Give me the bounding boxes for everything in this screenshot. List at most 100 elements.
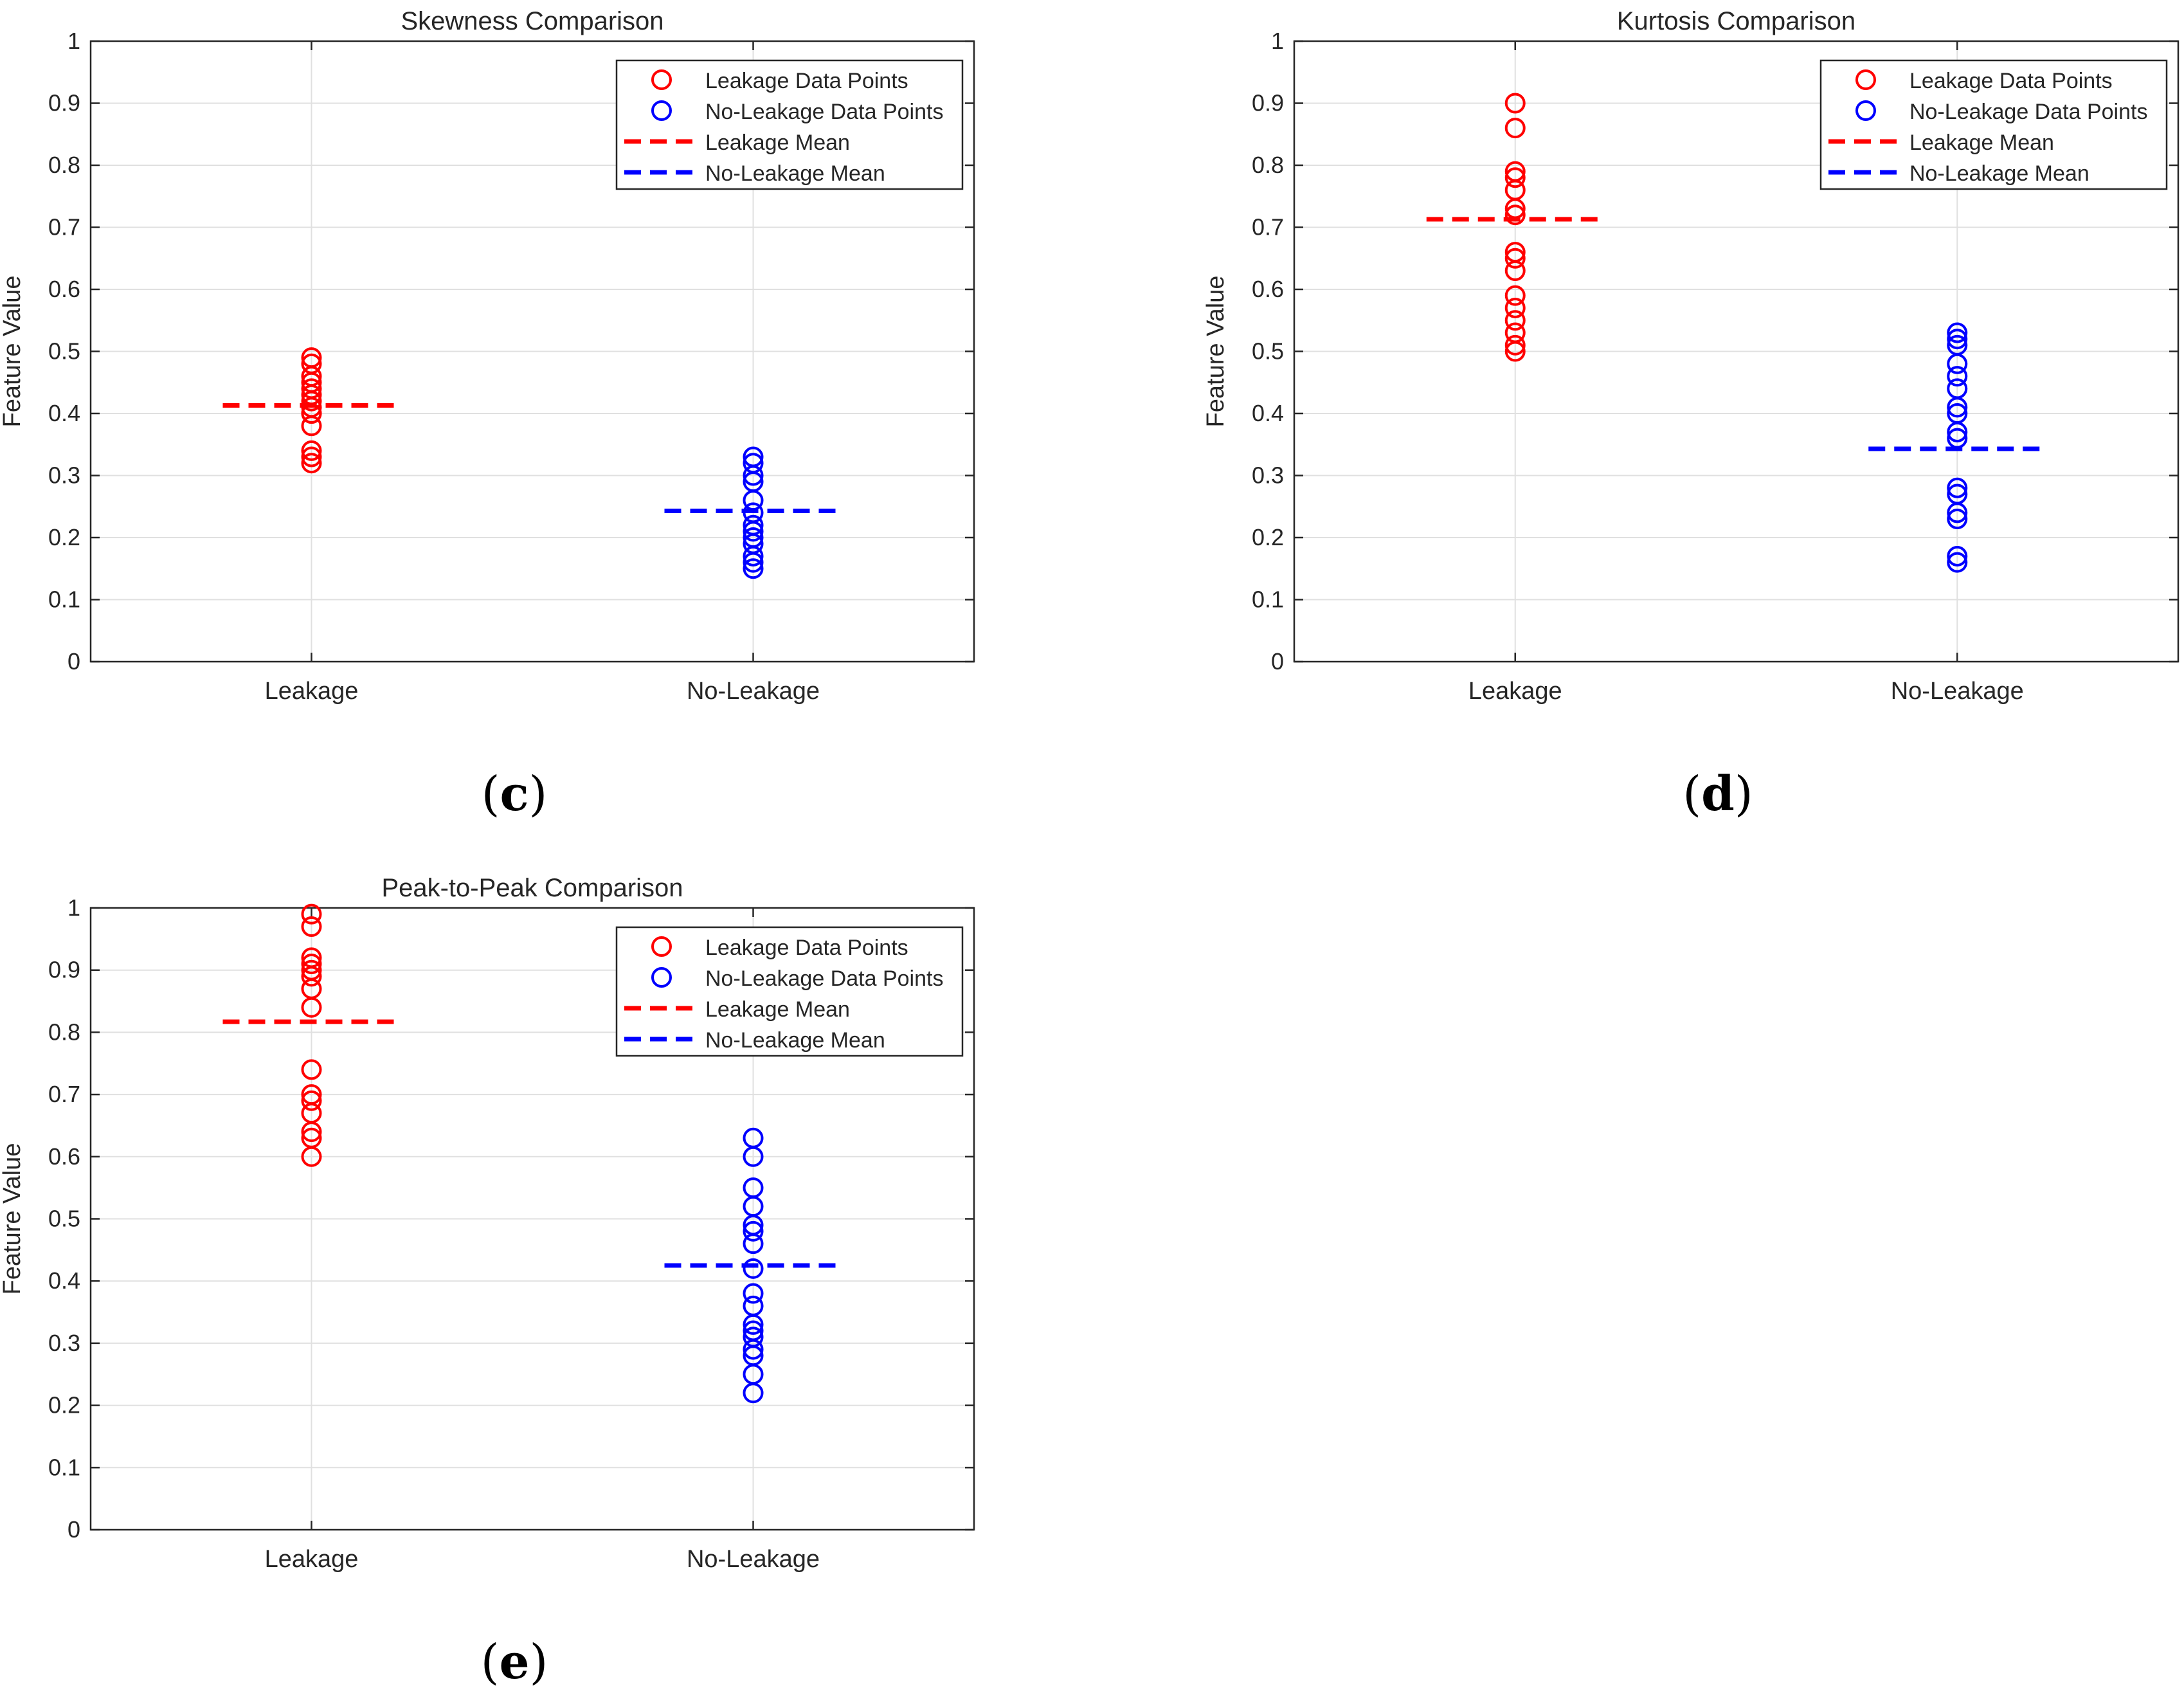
legend-entry: Leakage Data Points bbox=[705, 69, 908, 93]
data-point bbox=[743, 558, 764, 579]
y-tick-label: 0.9 bbox=[48, 957, 80, 983]
y-tick-label: 0.6 bbox=[48, 276, 80, 302]
data-point bbox=[1947, 322, 1968, 343]
y-tick-label: 0.2 bbox=[1252, 524, 1284, 550]
x-tick-label: Leakage bbox=[265, 678, 359, 705]
data-point bbox=[301, 1146, 322, 1167]
legend-marker bbox=[651, 69, 672, 90]
y-tick-label: 1 bbox=[1271, 28, 1284, 54]
y-tick-label: 0.3 bbox=[48, 462, 80, 489]
chart-title: Kurtosis Comparison bbox=[1617, 7, 1855, 35]
data-point bbox=[743, 490, 764, 511]
legend: Leakage Data Points No-Leakage Data Point… bbox=[1819, 59, 2168, 190]
charts-root: 0 0.1 0.2 0.3 0.4 0.5 0.6 0.7 0.8 0.9 1 Leakage No-L… bbox=[0, 7, 2179, 1690]
y-tick-label: 0.2 bbox=[48, 1392, 80, 1418]
y-tick-label: 0.5 bbox=[48, 338, 80, 365]
y-tick-label: 0.1 bbox=[48, 586, 80, 613]
data-point bbox=[743, 1314, 764, 1335]
data-point bbox=[1504, 285, 1526, 306]
data-point bbox=[743, 1339, 764, 1360]
y-tick-label: 0.6 bbox=[48, 1143, 80, 1170]
y-tick-label: 0.5 bbox=[48, 1206, 80, 1232]
y-tick-label: 0.1 bbox=[48, 1454, 80, 1480]
legend-entry: No-Leakage Data Points bbox=[705, 966, 943, 991]
data-point bbox=[301, 954, 322, 975]
data-point bbox=[1504, 167, 1526, 188]
legend-entry: Leakage Mean bbox=[705, 131, 850, 155]
data-point bbox=[301, 440, 322, 461]
legend-box bbox=[615, 59, 964, 190]
data-point bbox=[1947, 552, 1968, 573]
chart-panel-e: 0 0.1 0.2 0.3 0.4 0.5 0.6 0.7 0.8 0.9 1 Leakage No-L… bbox=[0, 874, 975, 1690]
data-point bbox=[1504, 248, 1526, 269]
data-point bbox=[1947, 397, 1968, 418]
y-axis-label: Feature Value bbox=[0, 1143, 26, 1295]
y-tick-label: 0.3 bbox=[1252, 462, 1284, 489]
y-tick-label: 1 bbox=[68, 28, 80, 54]
y-tick-label: 0.5 bbox=[1252, 338, 1284, 365]
data-point bbox=[1947, 502, 1968, 523]
y-tick-label: 0.7 bbox=[48, 1081, 80, 1107]
y-tick-label: 0.6 bbox=[1252, 276, 1284, 302]
chart-panel-d: 0 0.1 0.2 0.3 0.4 0.5 0.6 0.7 0.8 0.9 1 Leakage No-L… bbox=[1202, 7, 2179, 822]
data-point bbox=[743, 1382, 764, 1404]
data-point bbox=[1504, 118, 1526, 139]
y-tick-label: 0.4 bbox=[1252, 400, 1284, 426]
data-point bbox=[301, 1121, 322, 1143]
y-tick-label: 0 bbox=[68, 1516, 80, 1543]
data-point bbox=[301, 903, 322, 925]
chart-title: Skewness Comparison bbox=[401, 7, 663, 35]
data-point bbox=[301, 1090, 322, 1111]
data-point bbox=[301, 916, 322, 938]
legend-entry: No-Leakage Data Points bbox=[1909, 100, 2147, 124]
data-point bbox=[743, 465, 764, 486]
legend-box bbox=[615, 926, 964, 1057]
legend-marker bbox=[1855, 100, 1876, 121]
panel-label: (c) bbox=[482, 766, 548, 822]
legend-entry: No-Leakage Mean bbox=[1909, 161, 2089, 186]
data-point bbox=[301, 453, 322, 474]
data-point bbox=[743, 1233, 764, 1255]
data-point bbox=[743, 545, 764, 566]
y-tick-label: 0 bbox=[1271, 648, 1284, 675]
data-point bbox=[301, 446, 322, 467]
legend-entry: No-Leakage Mean bbox=[705, 161, 885, 186]
x-tick-label: No-Leakage bbox=[687, 678, 820, 705]
y-tick-label: 0.1 bbox=[1252, 586, 1284, 613]
data-point bbox=[301, 966, 322, 987]
data-point bbox=[301, 997, 322, 1018]
x-tick-label: No-Leakage bbox=[1891, 678, 2024, 705]
y-tick-label: 0.3 bbox=[48, 1330, 80, 1356]
data-point bbox=[743, 1283, 764, 1304]
data-point bbox=[1504, 198, 1526, 219]
data-point bbox=[1504, 310, 1526, 331]
legend-entry: Leakage Mean bbox=[705, 997, 850, 1022]
x-tick-label: Leakage bbox=[265, 1546, 359, 1573]
data-point bbox=[301, 415, 322, 437]
x-tick-label: Leakage bbox=[1468, 678, 1562, 705]
data-point bbox=[1504, 334, 1526, 356]
data-point bbox=[301, 390, 322, 412]
y-tick-label: 0.8 bbox=[48, 152, 80, 178]
legend-marker bbox=[651, 100, 672, 121]
y-tick-label: 0.8 bbox=[1252, 152, 1284, 178]
legend-entry: Leakage Mean bbox=[1909, 131, 2054, 155]
data-point bbox=[1947, 545, 1968, 566]
legend: Leakage Data Points No-Leakage Data Point… bbox=[615, 926, 964, 1057]
panel-label: (d) bbox=[1683, 766, 1753, 822]
y-tick-label: 0.4 bbox=[48, 1267, 80, 1294]
y-tick-label: 0.9 bbox=[48, 90, 80, 116]
legend: Leakage Data Points No-Leakage Data Point… bbox=[615, 59, 964, 190]
data-point bbox=[1504, 341, 1526, 362]
chart-title: Peak-to-Peak Comparison bbox=[381, 874, 683, 902]
data-point bbox=[743, 1258, 764, 1279]
data-point bbox=[743, 1146, 764, 1167]
legend-marker bbox=[651, 967, 672, 988]
y-axis-label: Feature Value bbox=[0, 276, 26, 428]
data-point bbox=[1947, 509, 1968, 530]
data-point bbox=[743, 552, 764, 573]
data-point bbox=[1947, 477, 1968, 498]
data-point bbox=[301, 403, 322, 424]
y-tick-label: 0.9 bbox=[1252, 90, 1284, 116]
legend-entry: No-Leakage Data Points bbox=[705, 100, 943, 124]
